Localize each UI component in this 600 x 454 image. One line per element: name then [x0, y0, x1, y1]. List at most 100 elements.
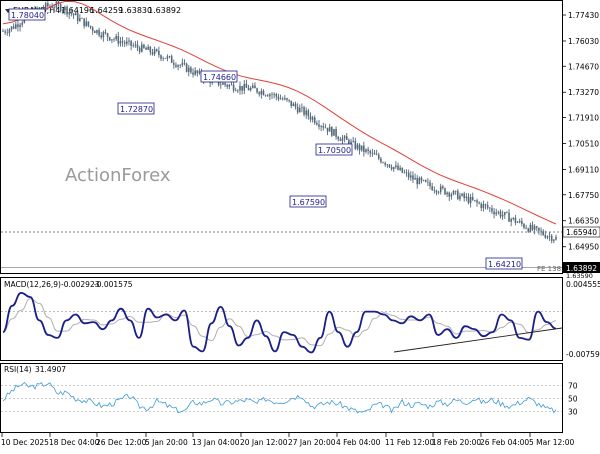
candle-body	[126, 41, 128, 44]
candle-body	[450, 194, 453, 197]
candle-body	[222, 83, 224, 85]
annotation-recent-low: 1.64210	[488, 260, 521, 269]
candle-body	[442, 186, 444, 189]
candle-body	[324, 127, 327, 129]
candle-body	[431, 186, 433, 191]
candle-body	[143, 44, 145, 48]
rsi-level-label: 30	[568, 408, 578, 417]
price-y-tick-label: 1.64950	[568, 243, 599, 252]
ref-price-tag-box	[562, 226, 600, 238]
candle-body	[535, 226, 538, 228]
candle-body	[12, 26, 15, 29]
candle-body	[412, 175, 414, 180]
candle-body	[523, 223, 525, 228]
candle-body	[130, 40, 132, 46]
candle-body	[363, 145, 365, 152]
candle-body	[185, 63, 188, 72]
x-tick-label: 10 Dec 2025	[1, 438, 49, 447]
candle-body	[138, 47, 141, 52]
candle-body	[341, 138, 344, 141]
candle-body	[365, 149, 367, 152]
candle-body	[514, 217, 517, 223]
candle-body	[358, 144, 361, 151]
candle-body	[198, 71, 201, 74]
candle-body	[360, 145, 363, 151]
candle-body	[173, 62, 175, 65]
candle-body	[335, 128, 337, 137]
candle-body	[234, 90, 237, 92]
candle-body	[311, 117, 314, 120]
candle-body	[544, 234, 547, 238]
fe-label: FE 138.2	[537, 265, 568, 273]
x-tick-label: 5 Jan 20:00	[145, 438, 188, 447]
candle-body	[269, 94, 271, 97]
candle-body	[106, 33, 109, 38]
candle-body	[301, 107, 303, 108]
candle-body	[377, 154, 380, 159]
candle-body	[546, 236, 549, 238]
candle-body	[100, 35, 103, 38]
candle-body	[121, 41, 124, 43]
candle-body	[495, 212, 498, 215]
candle-body	[467, 196, 470, 204]
candle-body	[446, 192, 448, 195]
candle-body	[164, 58, 167, 59]
candle-body	[469, 197, 472, 204]
candle-body	[471, 197, 474, 201]
candle-body	[19, 24, 21, 27]
candle-body	[179, 65, 182, 66]
candle-body	[104, 32, 107, 34]
candle-body	[44, 3, 47, 9]
annotation-swing-high-2: 1.70500	[318, 146, 351, 155]
candle-body	[309, 116, 312, 120]
candle-body	[132, 45, 135, 47]
candle-body	[307, 110, 310, 117]
candle-body	[444, 188, 446, 195]
x-tick-label: 26 Dec 12:00	[96, 438, 147, 447]
candle-body	[399, 167, 401, 170]
candle-body	[292, 103, 295, 107]
candle-body	[145, 47, 147, 50]
candle-body	[72, 13, 75, 16]
candle-body	[386, 164, 389, 166]
candle-body	[219, 84, 222, 86]
price-y-tick-label: 1.77430	[568, 11, 599, 20]
candle-body	[390, 167, 393, 170]
candle-body	[162, 58, 164, 59]
candle-body	[542, 231, 544, 235]
candle-body	[437, 192, 440, 193]
candle-body	[348, 139, 350, 146]
macd-signal-value: -0.001575	[94, 280, 133, 289]
candle-body	[506, 212, 508, 213]
candle-body	[102, 32, 105, 38]
panel-frames	[0, 0, 563, 433]
candle-body	[64, 6, 66, 11]
candle-body	[553, 239, 555, 241]
ref-price-tag: 1.65940	[566, 228, 597, 237]
candle-body	[226, 84, 228, 87]
candle-body	[499, 211, 502, 217]
candle-body	[482, 204, 485, 209]
candle-body	[119, 41, 122, 44]
candle-body	[527, 228, 530, 232]
price-y-axis: 1.77430 1.76030 1.74670 1.73270 1.71910 1.705…	[562, 11, 599, 252]
annotation-box	[315, 143, 353, 156]
macd-title: MACD(12,26,9)	[4, 280, 61, 289]
candle-body	[313, 117, 316, 124]
candle-body	[540, 230, 542, 232]
x-tick-label: 18 Feb 20:00	[432, 438, 481, 447]
price-y-tick-label: 1.69110	[568, 165, 599, 174]
candle-body	[230, 84, 233, 86]
candle-body	[134, 44, 137, 46]
candle-body	[354, 140, 357, 149]
candle-body	[548, 235, 551, 237]
x-tick-label: 4 Feb 04:00	[336, 438, 381, 447]
candle-body	[183, 62, 186, 64]
candle-body	[53, 7, 56, 9]
candle-body	[414, 178, 416, 180]
candle-body	[356, 144, 359, 149]
candle-body	[262, 90, 265, 96]
candle-body	[533, 226, 536, 230]
candle-body	[83, 18, 85, 27]
